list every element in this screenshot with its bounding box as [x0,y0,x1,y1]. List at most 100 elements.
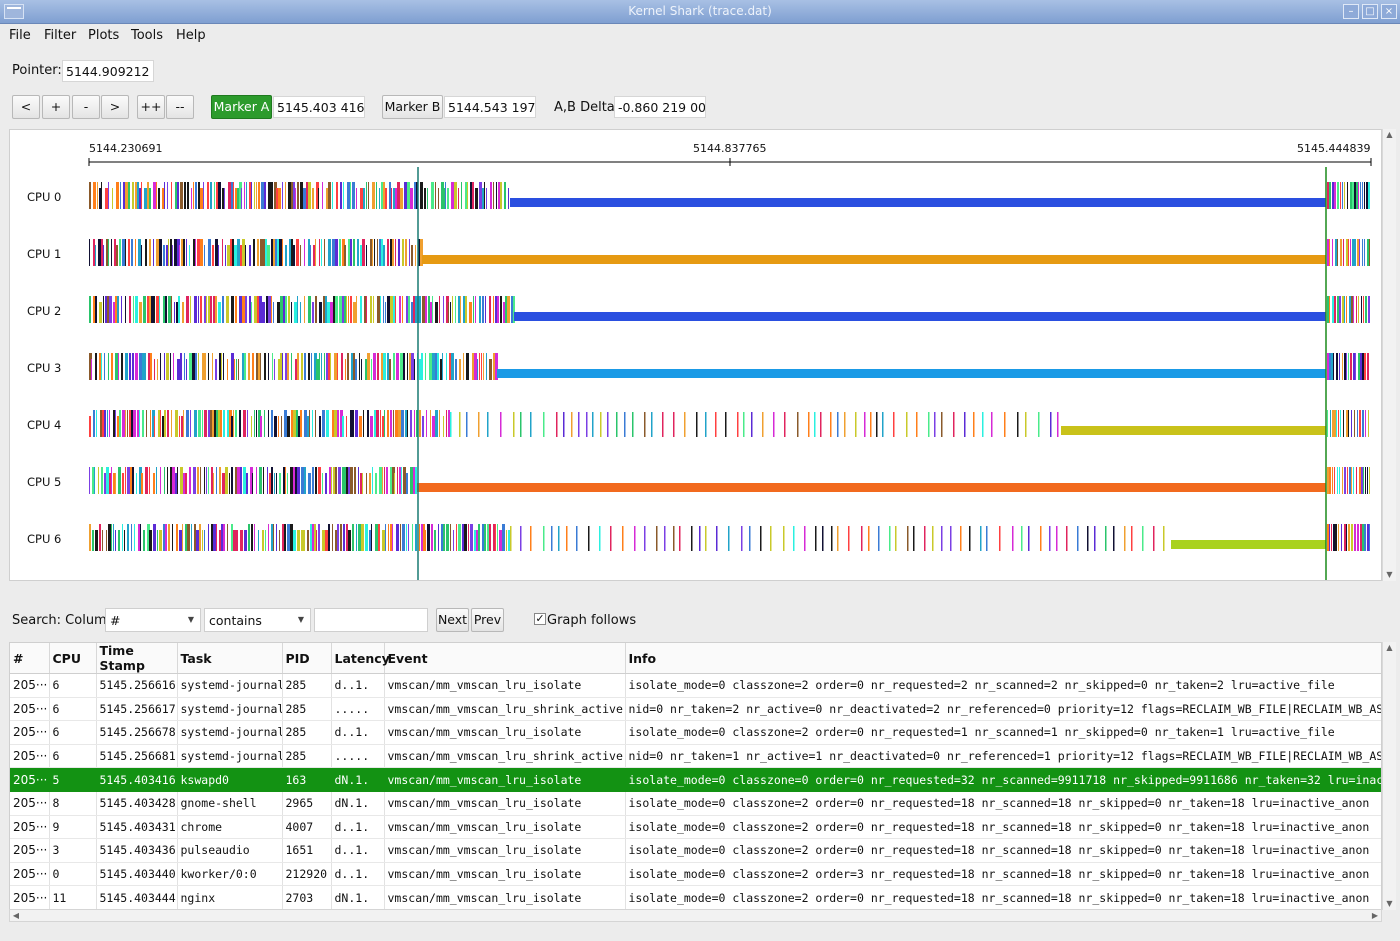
activity-mark [315,467,317,494]
menu-help[interactable]: Help [176,28,206,43]
scroll-up-icon[interactable]: ▲ [1386,130,1393,139]
activity-mark [1341,524,1342,551]
activity-mark [1354,410,1355,437]
activity-mark [470,524,473,551]
activity-mark [176,302,179,323]
activity-mark [105,296,108,323]
scroll-down-icon[interactable]: ▼ [1386,570,1393,579]
pointer-field[interactable]: 5144.909212 [62,60,154,82]
activity-mark [1369,239,1370,266]
scroll-right-icon[interactable]: ▶ [1371,911,1379,920]
activity-mark [450,412,452,437]
table-cell: 0 [49,862,97,887]
table-row[interactable]: 205··· 11 5145.403444 nginx 2703 dN.1. vmscan/… [10,885,1381,909]
activity-mark [268,353,269,380]
scroll-left-icon[interactable]: ◀ [12,911,20,920]
activity-mark [543,526,545,551]
window-menu-icon[interactable] [4,4,24,19]
activity-mark [183,239,185,266]
event-table[interactable]: # CPU Time Stamp Task PID Latency Event … [9,642,1382,910]
col-header[interactable]: Latency [331,643,390,674]
activity-mark [268,410,269,437]
activity-mark [256,182,257,209]
menu-file[interactable]: File [9,28,31,43]
maximize-button[interactable]: □ [1362,4,1378,19]
menu-bar: File Filter Plots Tools Help [0,25,1400,47]
col-header[interactable]: Time Stamp [96,643,178,674]
zoom-min-button[interactable]: -- [166,95,194,119]
activity-mark [225,245,226,266]
graph-vscroll[interactable]: ▲ ▼ [1382,129,1396,581]
activity-mark [218,245,219,266]
minimize-button[interactable]: – [1343,4,1359,19]
activity-mark [231,182,234,209]
search-prev-button[interactable]: Prev [471,608,504,632]
activity-mark [1337,239,1338,266]
activity-mark [109,410,110,437]
activity-mark [141,182,142,209]
table-row[interactable]: 205··· 6 5145.256678 systemd-journal 285 d..1… [10,720,1381,745]
scroll-left-button[interactable]: < [12,95,40,119]
menu-tools[interactable]: Tools [131,28,164,43]
search-mode-select[interactable]: contains ▼ [204,608,311,632]
zoom-max-button[interactable]: ++ [137,95,165,119]
activity-mark [428,296,430,323]
search-next-button[interactable]: Next [436,608,469,632]
table-row[interactable]: 205··· 6 5145.256616 systemd-journal 285 d..1… [10,673,1381,698]
graph-follows-checkbox[interactable]: ✓ [534,612,546,625]
activity-mark [172,467,175,494]
activity-mark [1056,526,1058,551]
activity-mark [1153,526,1155,551]
table-row[interactable]: 205··· 9 5145.403431 chrome 4007 d..1. vmscan/… [10,815,1381,840]
activity-mark [356,296,357,323]
col-header[interactable]: # [10,643,50,674]
activity-mark [234,359,235,380]
activity-mark [415,467,417,494]
trace-graph[interactable]: 5144.230691 5144.837765 5145.444839 CPU … [9,129,1382,581]
scroll-down-icon[interactable]: ▼ [1386,899,1393,908]
activity-mark [212,353,213,380]
activity-mark [389,182,391,209]
activity-mark [503,302,505,323]
activity-mark [493,524,496,551]
activity-mark [374,410,376,437]
activity-mark [222,473,225,494]
close-button[interactable]: × [1381,4,1397,19]
table-row[interactable]: 205··· 3 5145.403436 pulseaudio 1651 d..1. vms… [10,838,1381,863]
col-header[interactable]: PID [282,643,332,674]
col-header[interactable]: Task [177,643,283,674]
table-cell: d..1. [331,838,385,863]
activity-mark [1337,467,1338,494]
graph-canvas[interactable] [10,130,1381,580]
activity-mark [913,526,915,551]
table-row[interactable]: 205··· 5 5145.403416 kswapd0 163 dN.1. vmscan/… [10,767,1381,792]
activity-mark [225,467,228,494]
col-header[interactable]: Info [625,643,1381,674]
activity-mark [311,353,312,380]
menu-filter[interactable]: Filter [44,28,77,43]
table-row[interactable]: 205··· 6 5145.256617 systemd-journal 285....… [10,697,1381,722]
activity-mark [179,530,182,551]
activity-mark [304,353,306,380]
search-column-select[interactable]: # ▼ [105,608,201,632]
activity-mark [177,239,180,266]
activity-mark [325,530,328,551]
menu-plots[interactable]: Plots [88,28,120,43]
search-input[interactable] [314,608,428,632]
activity-mark [239,182,242,209]
col-header[interactable]: CPU [49,643,97,674]
table-row[interactable]: 205··· 8 5145.403428 gnome-shell 2965 dN.1. vm… [10,791,1381,816]
table-hscroll[interactable]: ◀ ▶ [9,909,1382,922]
table-row[interactable]: 205··· 0 5145.403440 kworker/0:0 212920 d..1.… [10,862,1381,887]
zoom-in-button[interactable]: + [42,95,70,119]
marker-b-button[interactable]: Marker B [382,95,443,119]
zoom-out-button[interactable]: - [72,95,100,119]
activity-mark [410,410,412,437]
scroll-up-icon[interactable]: ▲ [1386,643,1393,652]
table-row[interactable]: 205··· 6 5145.256681 systemd-journal 285....… [10,744,1381,769]
col-header[interactable]: Event [384,643,626,674]
scroll-right-button[interactable]: > [101,95,129,119]
table-vscroll[interactable]: ▲ ▼ [1382,642,1396,910]
activity-mark [344,296,347,323]
marker-a-button[interactable]: Marker A [211,95,272,119]
